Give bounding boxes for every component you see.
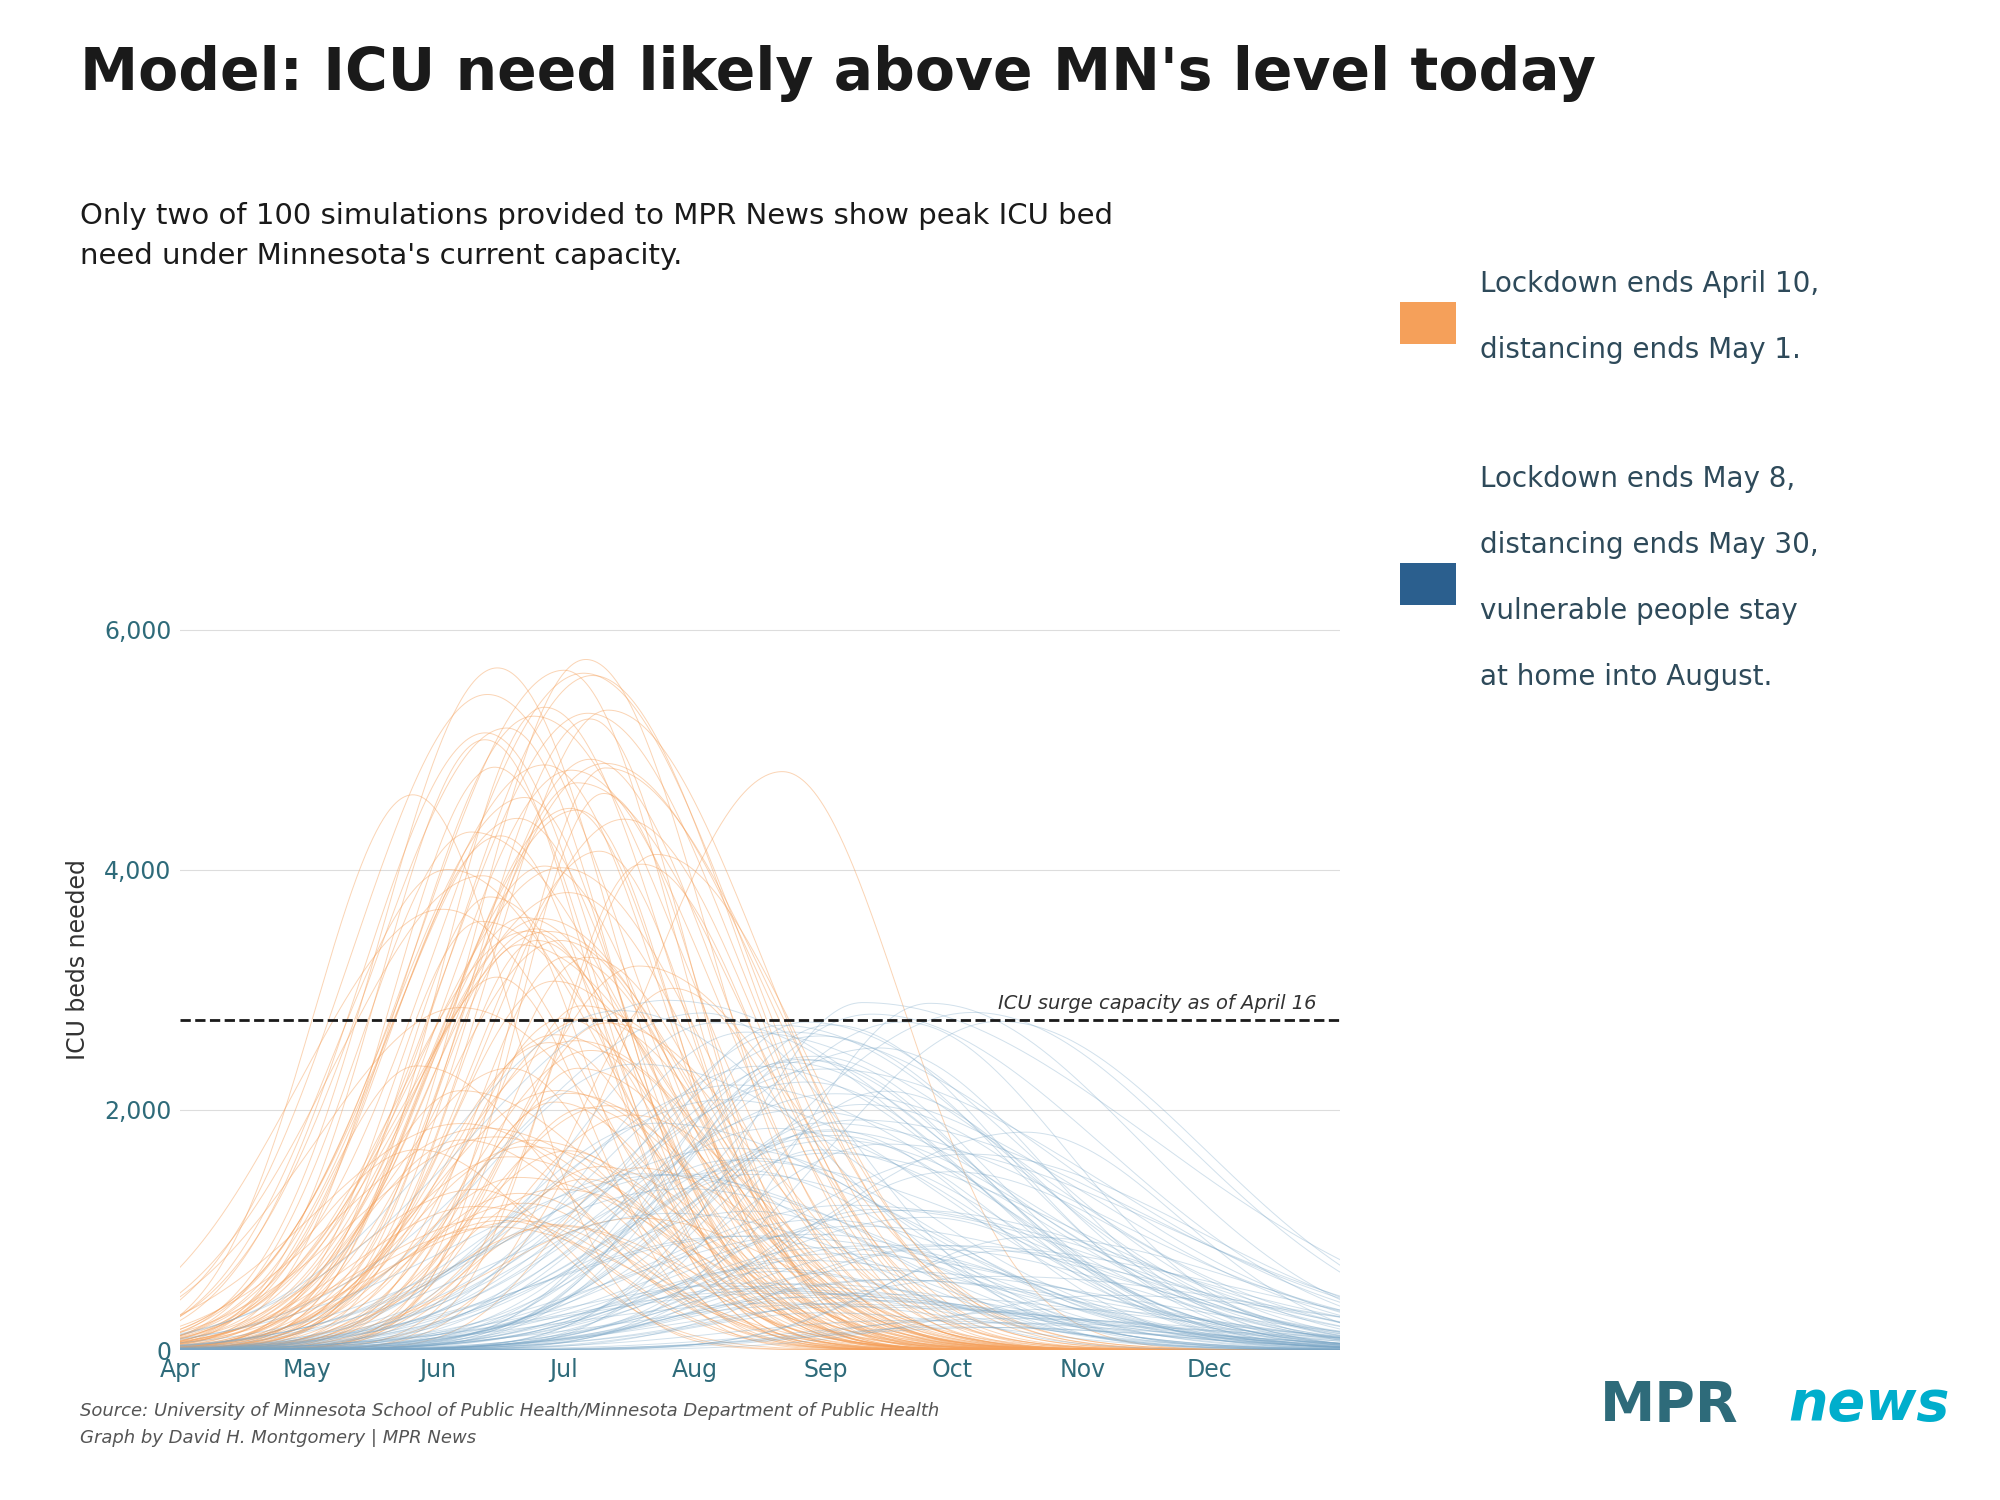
Text: Source: University of Minnesota School of Public Health/Minnesota Department of : Source: University of Minnesota School o… (80, 1402, 940, 1447)
Text: ICU surge capacity as of April 16: ICU surge capacity as of April 16 (998, 994, 1316, 1012)
Text: MPR: MPR (1600, 1378, 1738, 1432)
Y-axis label: ICU beds needed: ICU beds needed (66, 859, 90, 1060)
Text: distancing ends May 1.: distancing ends May 1. (1480, 336, 1800, 364)
Text: vulnerable people stay: vulnerable people stay (1480, 597, 1798, 626)
Text: Model: ICU need likely above MN's level today: Model: ICU need likely above MN's level … (80, 45, 1596, 102)
Text: at home into August.: at home into August. (1480, 663, 1772, 692)
Text: Only two of 100 simulations provided to MPR News show peak ICU bed
need under Mi: Only two of 100 simulations provided to … (80, 202, 1112, 270)
Text: Lockdown ends May 8,: Lockdown ends May 8, (1480, 465, 1796, 494)
Text: Lockdown ends April 10,: Lockdown ends April 10, (1480, 270, 1820, 298)
Text: distancing ends May 30,: distancing ends May 30, (1480, 531, 1818, 560)
Text: news: news (1788, 1378, 1950, 1432)
